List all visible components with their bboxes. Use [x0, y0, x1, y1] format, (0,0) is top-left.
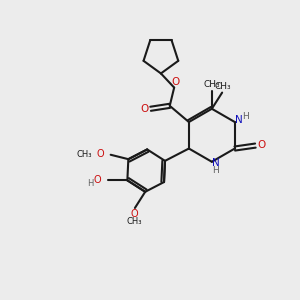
Text: N: N	[235, 115, 242, 125]
Text: O: O	[94, 176, 101, 185]
Text: H: H	[243, 112, 249, 121]
Text: H: H	[212, 166, 219, 175]
Text: O: O	[97, 149, 104, 159]
Text: CH₃: CH₃	[77, 150, 92, 159]
Text: CH₃: CH₃	[127, 217, 142, 226]
Text: O: O	[258, 140, 266, 150]
Text: O: O	[130, 209, 138, 219]
Text: N: N	[212, 158, 220, 168]
Text: O: O	[172, 77, 180, 87]
Text: CH₃: CH₃	[215, 82, 231, 91]
Text: H: H	[87, 179, 94, 188]
Text: CH₃: CH₃	[203, 80, 220, 89]
Text: O: O	[140, 104, 148, 114]
